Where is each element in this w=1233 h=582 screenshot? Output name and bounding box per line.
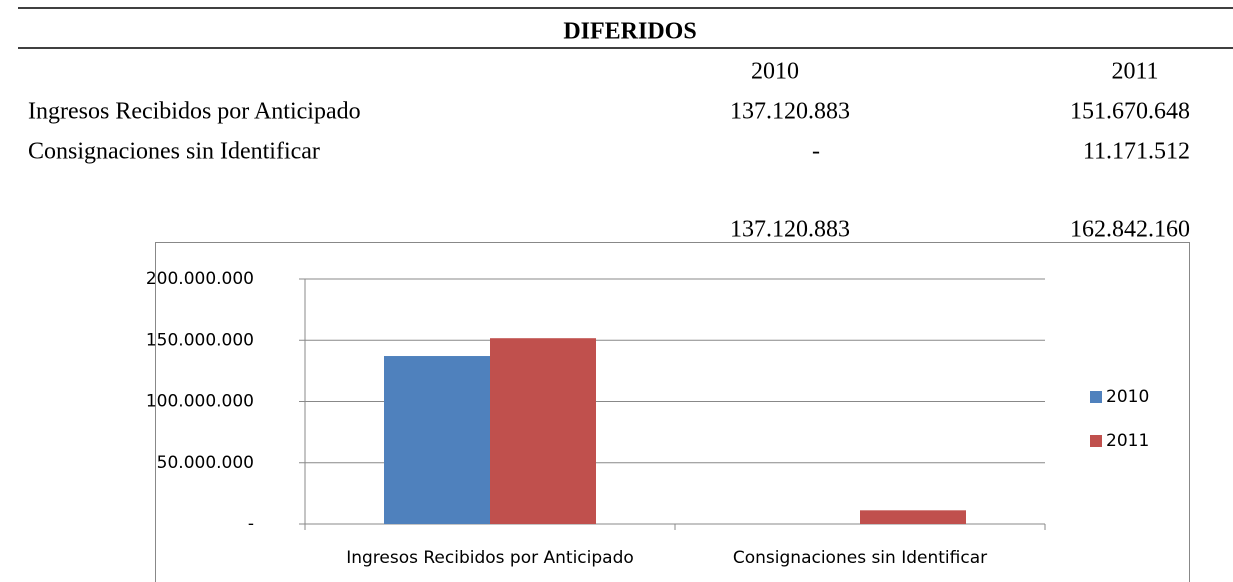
row-label: Consignaciones sin Identificar (28, 139, 320, 165)
column-header: 2011 (1111, 59, 1158, 85)
bar (384, 356, 490, 524)
table-title: DIFERIDOS (563, 19, 696, 45)
y-tick-label: 100.000.000 (146, 392, 254, 412)
cell: - (812, 139, 820, 165)
cell: 11.171.512 (1083, 139, 1190, 165)
legend-label: 2010 (1106, 387, 1149, 407)
x-tick-label: Consignaciones sin Identificar (733, 548, 987, 568)
column-header: 2010 (751, 59, 799, 85)
y-tick-label: 50.000.000 (157, 453, 254, 473)
y-tick-label: 200.000.000 (146, 269, 254, 289)
x-tick-label: Ingresos Recibidos por Anticipado (346, 548, 634, 568)
y-tick-label: 150.000.000 (146, 330, 254, 350)
y-tick-label: - (248, 514, 254, 534)
total: 162.842.160 (1070, 217, 1190, 243)
row-label: Ingresos Recibidos por Anticipado (28, 99, 361, 125)
legend-swatch (1090, 391, 1102, 403)
chart: - 50.000.000 100.000.000 150.000.000 200.000… (146, 269, 1149, 568)
bar (490, 338, 596, 524)
chart-frame (155, 242, 1190, 582)
cell: 137.120.883 (730, 99, 850, 125)
total: 137.120.883 (730, 217, 850, 243)
cell: 151.670.648 (1070, 99, 1190, 125)
legend-label: 2011 (1106, 431, 1149, 451)
legend-swatch (1090, 435, 1102, 447)
bar (860, 510, 966, 524)
